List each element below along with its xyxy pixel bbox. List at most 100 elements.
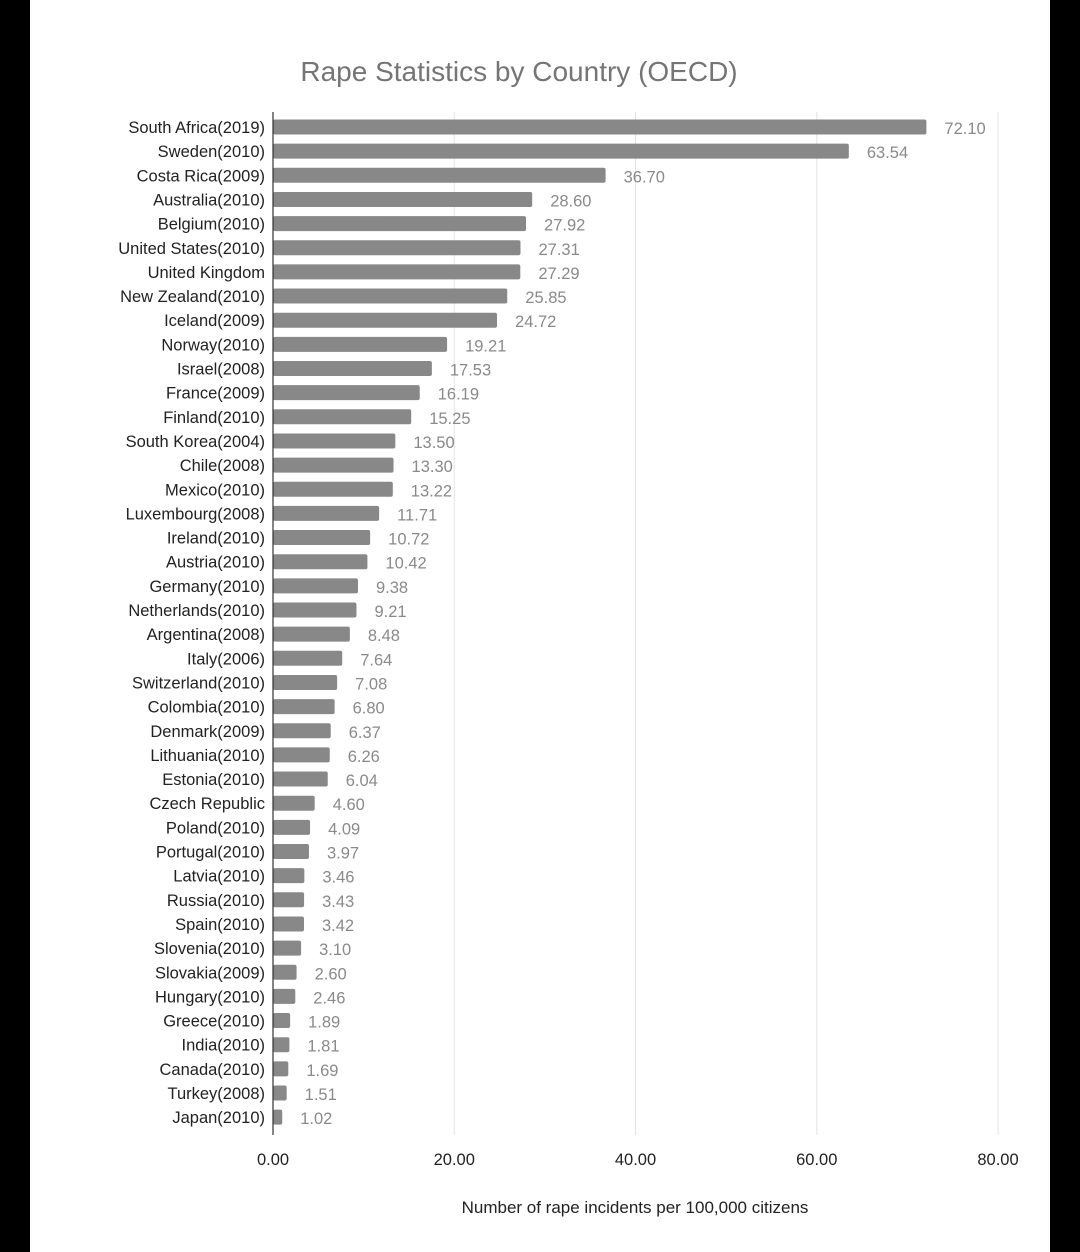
bar <box>273 336 448 352</box>
data-label: 1.69 <box>306 1062 338 1080</box>
data-label: 2.60 <box>315 965 347 983</box>
bar <box>273 216 527 232</box>
data-label: 1.51 <box>305 1086 337 1104</box>
data-label: 6.04 <box>346 772 378 790</box>
category-label: India(2010) <box>182 1037 265 1055</box>
category-label: Argentina(2008) <box>147 626 265 644</box>
category-label: United States(2010) <box>118 240 265 258</box>
bar <box>273 191 533 207</box>
bar <box>273 433 396 449</box>
category-label: South Korea(2004) <box>126 433 265 451</box>
bar <box>273 771 328 787</box>
category-label: New Zealand(2010) <box>120 288 265 306</box>
category-label: Lithuania(2010) <box>150 747 265 765</box>
category-label: Italy(2006) <box>187 650 265 668</box>
bar <box>273 1061 289 1077</box>
x-tick-labels: 0.00 20.00 40.00 60.00 80.00 <box>257 1151 1019 1169</box>
data-label: 6.80 <box>353 700 385 718</box>
category-label: Ireland(2010) <box>167 530 265 548</box>
category-label: Slovakia(2009) <box>155 964 265 982</box>
data-label: 63.54 <box>867 144 908 162</box>
category-label: Colombia(2010) <box>148 699 265 717</box>
data-label: 13.30 <box>412 458 453 476</box>
bar <box>273 167 606 183</box>
bar <box>273 578 359 594</box>
category-label: Portugal(2010) <box>156 844 265 862</box>
category-label: France(2009) <box>166 385 265 403</box>
bar <box>273 795 315 811</box>
bar-chart: Rape Statistics by Country (OECD) South … <box>118 56 1019 1217</box>
data-label: 27.29 <box>538 265 579 283</box>
category-label: Japan(2010) <box>172 1109 265 1127</box>
x-tick-label: 0.00 <box>257 1151 289 1169</box>
bar <box>273 240 521 256</box>
data-label: 17.53 <box>450 362 491 380</box>
data-label: 36.70 <box>624 168 665 186</box>
gridlines <box>453 112 999 1135</box>
data-label: 27.92 <box>544 217 585 235</box>
bar <box>273 916 304 932</box>
data-label: 72.10 <box>944 120 985 138</box>
bar <box>273 1109 283 1125</box>
category-label: Russia(2010) <box>167 892 265 910</box>
bar <box>273 1037 290 1053</box>
category-label: Hungary(2010) <box>155 988 265 1006</box>
category-label: Latvia(2010) <box>173 868 265 886</box>
category-label: Slovenia(2010) <box>154 940 265 958</box>
category-label: Austria(2010) <box>166 554 265 572</box>
x-tick-label: 60.00 <box>796 1151 837 1169</box>
data-label: 13.22 <box>411 482 452 500</box>
bar <box>273 385 420 401</box>
data-label: 24.72 <box>515 313 556 331</box>
data-label: 4.09 <box>328 820 360 838</box>
data-label: 10.42 <box>385 555 426 573</box>
data-label: 13.50 <box>413 434 454 452</box>
category-label: Israel(2008) <box>177 361 265 379</box>
data-label: 1.02 <box>300 1110 332 1128</box>
data-label: 28.60 <box>550 192 591 210</box>
category-label: Netherlands(2010) <box>128 602 265 620</box>
bar <box>273 988 296 1004</box>
bar <box>273 481 393 497</box>
bar <box>273 819 311 835</box>
bar <box>273 844 309 859</box>
bar <box>273 940 302 956</box>
data-label: 15.25 <box>429 410 470 428</box>
data-label: 3.42 <box>322 917 354 935</box>
category-label: Australia(2010) <box>153 191 265 209</box>
category-label: South Africa(2019) <box>128 119 265 137</box>
data-label: 4.60 <box>333 796 365 814</box>
category-labels: South Africa(2019) Sweden(2010) Costa Rica… <box>118 119 265 1127</box>
category-label: Estonia(2010) <box>162 771 265 789</box>
category-label: Greece(2010) <box>163 1013 265 1031</box>
bar <box>273 723 331 739</box>
chart-sheet: Rape Statistics by Country (OECD) South … <box>30 0 1050 1252</box>
chart-title: Rape Statistics by Country (OECD) <box>300 56 737 87</box>
data-label: 2.46 <box>313 989 345 1007</box>
bar <box>273 699 335 715</box>
data-label: 11.71 <box>397 506 437 524</box>
bar <box>273 650 343 666</box>
category-label: Norway(2010) <box>161 336 265 354</box>
bar <box>273 626 350 642</box>
bar <box>273 530 371 546</box>
category-label: Costa Rica(2009) <box>137 167 265 185</box>
bars <box>273 119 927 1125</box>
bar <box>273 143 849 159</box>
bar <box>273 602 357 618</box>
bar <box>273 747 330 763</box>
x-tick-label: 40.00 <box>615 1151 656 1169</box>
bar <box>273 868 305 884</box>
data-label: 9.38 <box>376 579 408 597</box>
category-label: Switzerland(2010) <box>132 674 265 692</box>
category-label: Mexico(2010) <box>165 481 265 499</box>
bar <box>273 892 305 908</box>
data-label: 3.43 <box>322 893 354 911</box>
bar <box>273 1013 291 1029</box>
category-label: Finland(2010) <box>163 409 265 427</box>
category-label: Belgium(2010) <box>158 216 265 234</box>
category-label: Iceland(2009) <box>164 312 265 330</box>
data-label: 1.81 <box>307 1038 339 1056</box>
data-labels: 72.10 63.54 36.70 28.60 27.92 27.31 27.29 25.85… <box>300 120 985 1128</box>
